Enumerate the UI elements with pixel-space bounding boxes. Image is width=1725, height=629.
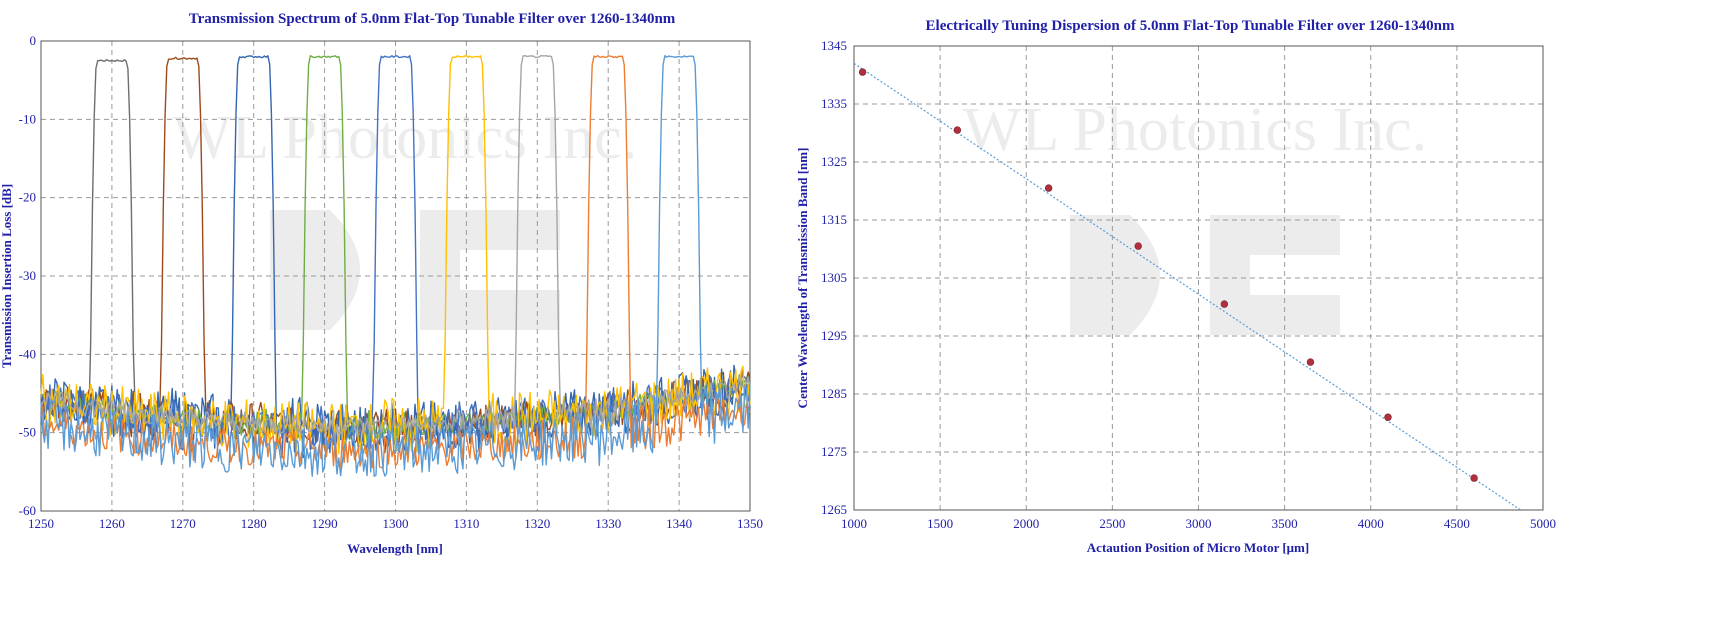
chart2-y-tick: 1315	[821, 212, 847, 227]
chart2-x-tick: 3000	[1186, 516, 1212, 531]
chart2-plot-frame	[853, 45, 1544, 511]
chart1-x-tick: 1330	[595, 516, 621, 531]
chart1-y-tick: -40	[19, 346, 36, 361]
chart1-x-tick: 1280	[241, 516, 267, 531]
chart2-point	[1134, 242, 1142, 250]
chart2-point	[1470, 474, 1478, 482]
chart1-x-tick: 1310	[453, 516, 479, 531]
chart2-watermark: WL Photonics Inc.	[963, 96, 1427, 335]
chart2-x-tick: 4500	[1444, 516, 1470, 531]
chart1-series-group	[40, 55, 751, 477]
chart1-watermark: WL Photonics Inc.	[173, 104, 637, 330]
chart1-y-tick: -10	[19, 111, 36, 126]
chart1-watermark-text: WL Photonics Inc.	[173, 104, 637, 172]
chart1-series-1320nm	[40, 55, 751, 437]
chart2-y-tick: 1265	[821, 502, 847, 517]
chart1-x-tick: 1260	[99, 516, 125, 531]
chart2-x-tick: 1000	[841, 516, 867, 531]
chart1-x-tick: 1350	[737, 516, 763, 531]
chart2-y-tick-labels: 1265 1275 1285 1295 1305 1315 1325 1335 1345	[821, 38, 847, 517]
chart1-x-tick: 1290	[312, 516, 338, 531]
chart2-point	[1306, 358, 1315, 366]
chart1-y-tick: -60	[19, 503, 36, 518]
chart2-series-group	[853, 62, 1521, 511]
chart2-x-tick-labels: 1000 1500 2000 2500 3000 3500 4000 4500 5000	[841, 516, 1556, 531]
chart2-y-tick: 1285	[821, 386, 847, 401]
chart2-x-tick: 2500	[1099, 516, 1125, 531]
chart1-x-tick: 1270	[170, 516, 196, 531]
chart1-y-tick: -20	[19, 190, 36, 205]
chart2-y-tick: 1335	[821, 96, 847, 111]
chart1-plot-frame	[40, 40, 751, 512]
chart1-title: Transmission Spectrum of 5.0nm Flat-Top …	[189, 11, 676, 27]
chart2-x-tick: 3500	[1272, 516, 1298, 531]
chart2-y-tick: 1275	[821, 444, 847, 459]
chart1-y-tick: -30	[19, 268, 36, 283]
chart2-y-tick: 1345	[821, 38, 847, 53]
chart2-x-tick: 2000	[1013, 516, 1039, 531]
chart1-x-tick: 1250	[28, 516, 54, 531]
chart1-x-axis-label: Wavelength [nm]	[347, 541, 443, 556]
chart1-y-tick: 0	[30, 33, 37, 48]
chart2-gridlines	[854, 46, 1543, 510]
chart2-x-tick: 1500	[927, 516, 953, 531]
chart1-x-tick: 1320	[524, 516, 550, 531]
chart1-series-1340nm	[40, 55, 751, 477]
chart1-x-tick: 1340	[666, 516, 692, 531]
chart2-y-tick: 1325	[821, 154, 847, 169]
chart2-point	[858, 68, 867, 76]
chart2-y-tick: 1295	[821, 328, 847, 343]
transmission-spectrum-chart: Transmission Spectrum of 5.0nm Flat-Top …	[0, 11, 763, 556]
chart2-y-axis-label: Center Wavelength of Transmission Band […	[795, 148, 810, 409]
chart1-x-tick-labels: 1250 1260 1270 1280 1290 1300 1310 1320 1330 1340…	[28, 516, 763, 531]
chart1-x-tick: 1300	[383, 516, 409, 531]
chart2-x-axis-label: Actaution Position of Micro Motor [μm]	[1087, 540, 1309, 555]
chart2-x-tick: 5000	[1530, 516, 1556, 531]
chart2-trendline	[853, 62, 1521, 511]
chart2-y-tick: 1305	[821, 270, 847, 285]
chart2-point	[953, 126, 962, 134]
chart1-y-tick: -50	[19, 425, 36, 440]
chart2-title: Electrically Tuning Dispersion of 5.0nm …	[926, 18, 1455, 34]
chart1-y-tick-labels: 0 -10 -20 -30 -40 -50 -60	[19, 33, 36, 518]
chart2-watermark-logo	[1070, 215, 1340, 335]
tuning-dispersion-chart: Electrically Tuning Dispersion of 5.0nm …	[795, 18, 1556, 555]
chart2-point	[1220, 300, 1229, 308]
chart2-point	[1384, 413, 1392, 421]
chart2-x-tick: 4000	[1358, 516, 1384, 531]
chart1-y-axis-label: Transmission Insertion Loss [dB]	[0, 184, 14, 368]
chart2-watermark-text: WL Photonics Inc.	[963, 96, 1427, 164]
chart2-point	[1044, 184, 1053, 192]
